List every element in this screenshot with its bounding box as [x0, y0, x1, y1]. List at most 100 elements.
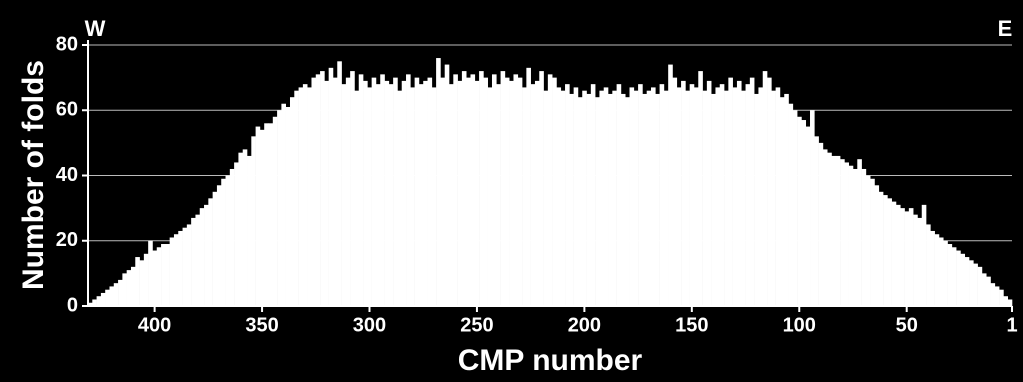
bar — [625, 97, 630, 306]
bar — [736, 80, 742, 306]
bar — [397, 90, 403, 306]
bar — [981, 273, 987, 306]
bar — [741, 90, 746, 306]
bar — [633, 90, 639, 306]
bar — [216, 185, 222, 306]
bar — [698, 71, 703, 306]
bar — [762, 71, 768, 306]
bar — [629, 87, 635, 306]
bar — [814, 136, 819, 306]
bar — [88, 302, 93, 306]
bar — [861, 168, 867, 306]
bar — [852, 168, 858, 306]
bar — [599, 90, 605, 306]
bar — [315, 74, 321, 306]
bar — [947, 244, 953, 306]
bar — [715, 87, 721, 306]
bar — [689, 84, 695, 307]
bar — [569, 93, 574, 306]
bar — [926, 224, 931, 306]
x-tick-label: 250 — [460, 314, 493, 336]
bar — [272, 116, 278, 307]
bar — [92, 299, 97, 306]
bar — [457, 80, 463, 306]
bar — [904, 211, 910, 306]
bar — [234, 162, 239, 306]
bar — [225, 175, 231, 306]
bar — [767, 77, 772, 306]
bar — [973, 263, 978, 306]
bar — [431, 87, 437, 306]
bar — [470, 74, 476, 306]
bar — [986, 276, 991, 306]
bar — [539, 71, 544, 306]
bar — [616, 84, 622, 307]
bar — [857, 159, 862, 306]
bar — [350, 71, 355, 306]
bar — [534, 80, 540, 306]
bar — [784, 93, 789, 306]
bar — [178, 230, 183, 306]
bar — [423, 80, 428, 306]
east-label: E — [998, 16, 1013, 41]
bar — [883, 195, 888, 306]
bar — [148, 240, 153, 306]
bar — [994, 286, 1000, 306]
bar — [358, 74, 364, 306]
bar — [393, 77, 398, 306]
bar — [341, 84, 347, 307]
bar — [259, 129, 265, 306]
bar — [831, 155, 837, 306]
bar — [999, 289, 1004, 306]
bar — [143, 253, 149, 306]
bar — [577, 97, 583, 306]
bar — [513, 74, 519, 306]
bar — [943, 240, 948, 306]
bar — [797, 116, 802, 307]
bar — [638, 84, 643, 307]
bar — [878, 191, 884, 306]
bar — [711, 93, 716, 306]
bar — [1003, 296, 1009, 306]
bar — [328, 67, 334, 307]
bar — [913, 214, 918, 306]
bar — [100, 292, 106, 306]
bar — [500, 71, 506, 306]
bar — [805, 126, 811, 306]
bar — [951, 247, 957, 306]
bar — [672, 77, 678, 306]
bar — [474, 80, 480, 306]
bar — [199, 208, 205, 306]
bar — [418, 84, 424, 307]
bar — [363, 80, 368, 306]
bar — [681, 80, 686, 306]
bar — [659, 84, 665, 307]
bar — [848, 165, 854, 306]
bar — [195, 214, 201, 306]
bar — [401, 80, 407, 306]
bar — [517, 77, 523, 306]
bar — [509, 80, 514, 306]
x-tick-label: 200 — [568, 314, 601, 336]
x-tick-label: 150 — [675, 314, 708, 336]
bar — [603, 87, 609, 306]
bar — [844, 162, 849, 306]
bar — [487, 87, 493, 306]
y-tick-label: 40 — [56, 164, 78, 186]
bar — [702, 90, 708, 306]
bar — [590, 84, 596, 307]
bar — [818, 142, 824, 306]
bar — [620, 93, 626, 306]
bar — [444, 64, 450, 306]
bar — [865, 175, 871, 306]
bar — [302, 84, 308, 307]
bar — [586, 93, 592, 306]
bar — [504, 77, 510, 306]
bar — [289, 97, 295, 306]
bar — [522, 87, 527, 306]
bar — [388, 84, 394, 307]
bar — [307, 87, 312, 306]
bar — [139, 260, 145, 306]
bar — [247, 155, 252, 306]
bar — [835, 155, 841, 306]
